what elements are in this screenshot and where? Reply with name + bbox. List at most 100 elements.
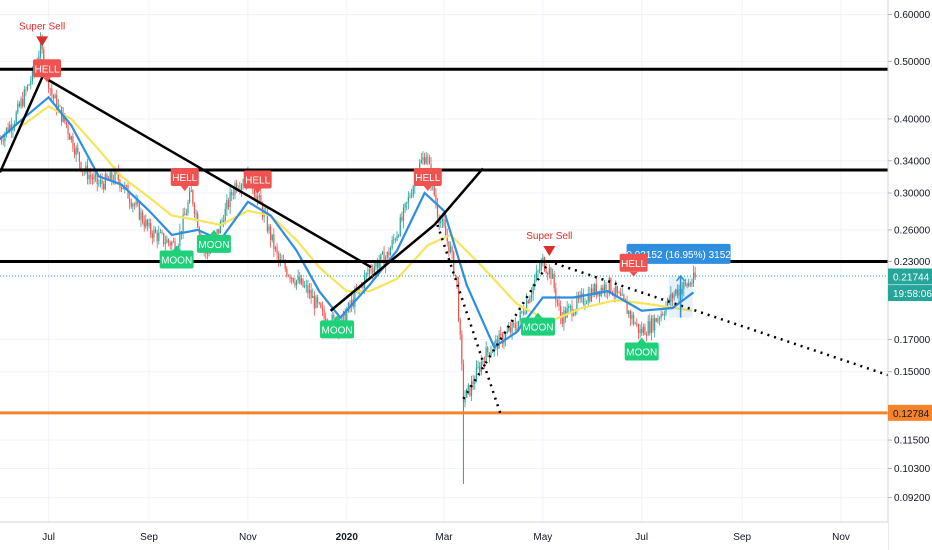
hell-badge: [32, 59, 61, 78]
hell-badge: [243, 170, 272, 189]
candle: [150, 222, 152, 234]
y-tick-label: 0.34000: [894, 156, 931, 167]
candle: [545, 270, 547, 274]
candle: [647, 321, 649, 336]
candle: [422, 157, 424, 161]
candle: [694, 272, 696, 278]
candle: [636, 323, 638, 325]
candle: [88, 174, 90, 180]
candle: [43, 49, 45, 68]
candle: [631, 314, 633, 319]
candle: [104, 174, 106, 190]
candle: [307, 285, 309, 294]
candle: [216, 229, 218, 233]
candle: [454, 274, 456, 277]
candle: [141, 212, 144, 223]
candle: [164, 243, 166, 245]
candle: [279, 259, 281, 261]
candle: [354, 290, 356, 307]
candle: [218, 229, 220, 234]
trendline[interactable]: [47, 79, 372, 269]
candle: [602, 287, 604, 292]
candle: [232, 194, 234, 196]
candle: [488, 352, 490, 357]
candle: [658, 318, 661, 320]
candle: [179, 231, 181, 246]
candle: [409, 196, 411, 198]
price-tag: [888, 285, 932, 302]
x-tick-label: Mar: [435, 532, 453, 543]
trendline[interactable]: [433, 167, 484, 226]
candle: [665, 305, 667, 315]
trendline-dotted[interactable]: [436, 224, 502, 415]
candle: [346, 311, 348, 323]
candle: [610, 277, 612, 292]
candle: [65, 122, 68, 126]
candle: [357, 287, 359, 292]
candle: [654, 318, 656, 331]
candle: [284, 262, 286, 269]
candle: [299, 276, 301, 284]
candle: [95, 173, 97, 176]
candle: [117, 171, 119, 181]
candle: [487, 347, 489, 353]
candle: [302, 278, 304, 287]
candle: [365, 273, 367, 277]
candle: [146, 219, 149, 226]
candle: [448, 241, 450, 253]
candle: [623, 294, 625, 299]
candle: [171, 242, 173, 246]
candles: [0, 32, 696, 484]
candle: [472, 381, 474, 385]
candle: [2, 140, 4, 142]
candle: [675, 289, 677, 294]
candle: [51, 88, 53, 96]
trendline[interactable]: [0, 66, 49, 173]
candle: [504, 332, 507, 341]
candle: [402, 207, 405, 221]
candle: [106, 174, 108, 179]
measure-box: [626, 243, 731, 264]
y-tick-label: 0.11500: [894, 436, 930, 447]
super-sell-label: Super Sell: [19, 21, 65, 32]
candle: [404, 203, 406, 208]
candle: [229, 191, 231, 207]
candle: [457, 281, 460, 321]
candle: [535, 272, 537, 280]
candle: [582, 293, 584, 304]
price-tag: [888, 404, 932, 421]
candle: [184, 214, 186, 216]
candle: [291, 277, 293, 279]
trendline-dotted[interactable]: [462, 260, 889, 400]
time-axis[interactable]: [0, 522, 888, 550]
candle: [156, 232, 158, 242]
candle: [594, 284, 596, 295]
candle: [462, 364, 465, 403]
candle: [569, 305, 571, 307]
candle: [506, 331, 508, 333]
candle: [466, 388, 468, 398]
candle: [312, 295, 314, 299]
candle: [639, 329, 641, 333]
candle: [589, 293, 591, 302]
hell-pointer-icon: [629, 271, 638, 277]
candle: [464, 397, 466, 403]
moon-label: MOON: [522, 323, 553, 334]
candle: [618, 292, 620, 294]
moon-pointer-icon: [533, 312, 542, 318]
y-tick-label: 0.26000: [894, 225, 931, 236]
candle: [143, 222, 145, 227]
super-sell-label: Super Sell: [526, 231, 572, 242]
trendline[interactable]: [329, 224, 436, 312]
x-tick-label: Nov: [239, 532, 257, 543]
candle: [54, 95, 56, 99]
moon-badge: [520, 317, 555, 336]
candle: [98, 183, 100, 185]
candle: [315, 297, 317, 309]
candle: [4, 133, 6, 142]
candle: [561, 317, 563, 324]
moon-pointer-icon: [637, 337, 646, 343]
super-sell-arrow-icon: [543, 245, 556, 256]
candle: [313, 295, 315, 309]
